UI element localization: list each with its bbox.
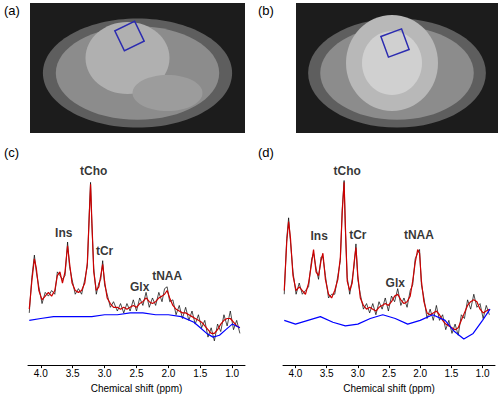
svg-text:3.5: 3.5 (66, 368, 80, 379)
svg-text:3.0: 3.0 (98, 368, 112, 379)
svg-text:2.5: 2.5 (130, 368, 144, 379)
svg-text:Glx: Glx (386, 276, 406, 290)
svg-text:tCr: tCr (96, 244, 114, 258)
svg-text:3.0: 3.0 (351, 368, 365, 379)
svg-text:Chemical shift (ppm): Chemical shift (ppm) (91, 383, 183, 394)
svg-text:tNAA: tNAA (404, 228, 434, 242)
svg-text:Ins: Ins (310, 229, 328, 243)
svg-text:Glx: Glx (130, 280, 150, 294)
svg-text:tCr: tCr (349, 228, 367, 242)
svg-text:(a): (a) (4, 3, 20, 18)
svg-text:1.0: 1.0 (225, 368, 239, 379)
svg-text:1.5: 1.5 (444, 368, 458, 379)
svg-text:tNAA: tNAA (152, 269, 182, 283)
svg-text:(d): (d) (258, 145, 274, 160)
svg-text:1.5: 1.5 (193, 368, 207, 379)
svg-text:4.0: 4.0 (289, 368, 303, 379)
svg-text:4.0: 4.0 (34, 368, 48, 379)
svg-text:tCho: tCho (334, 164, 361, 178)
svg-text:2.0: 2.0 (161, 368, 175, 379)
svg-text:Chemical shift (ppm): Chemical shift (ppm) (343, 383, 435, 394)
svg-text:2.0: 2.0 (413, 368, 427, 379)
svg-text:(b): (b) (258, 3, 274, 18)
svg-text:1.0: 1.0 (476, 368, 490, 379)
svg-text:3.5: 3.5 (320, 368, 334, 379)
svg-text:Ins: Ins (55, 226, 73, 240)
svg-text:2.5: 2.5 (382, 368, 396, 379)
svg-text:tCho: tCho (80, 164, 107, 178)
svg-text:(c): (c) (4, 145, 19, 160)
